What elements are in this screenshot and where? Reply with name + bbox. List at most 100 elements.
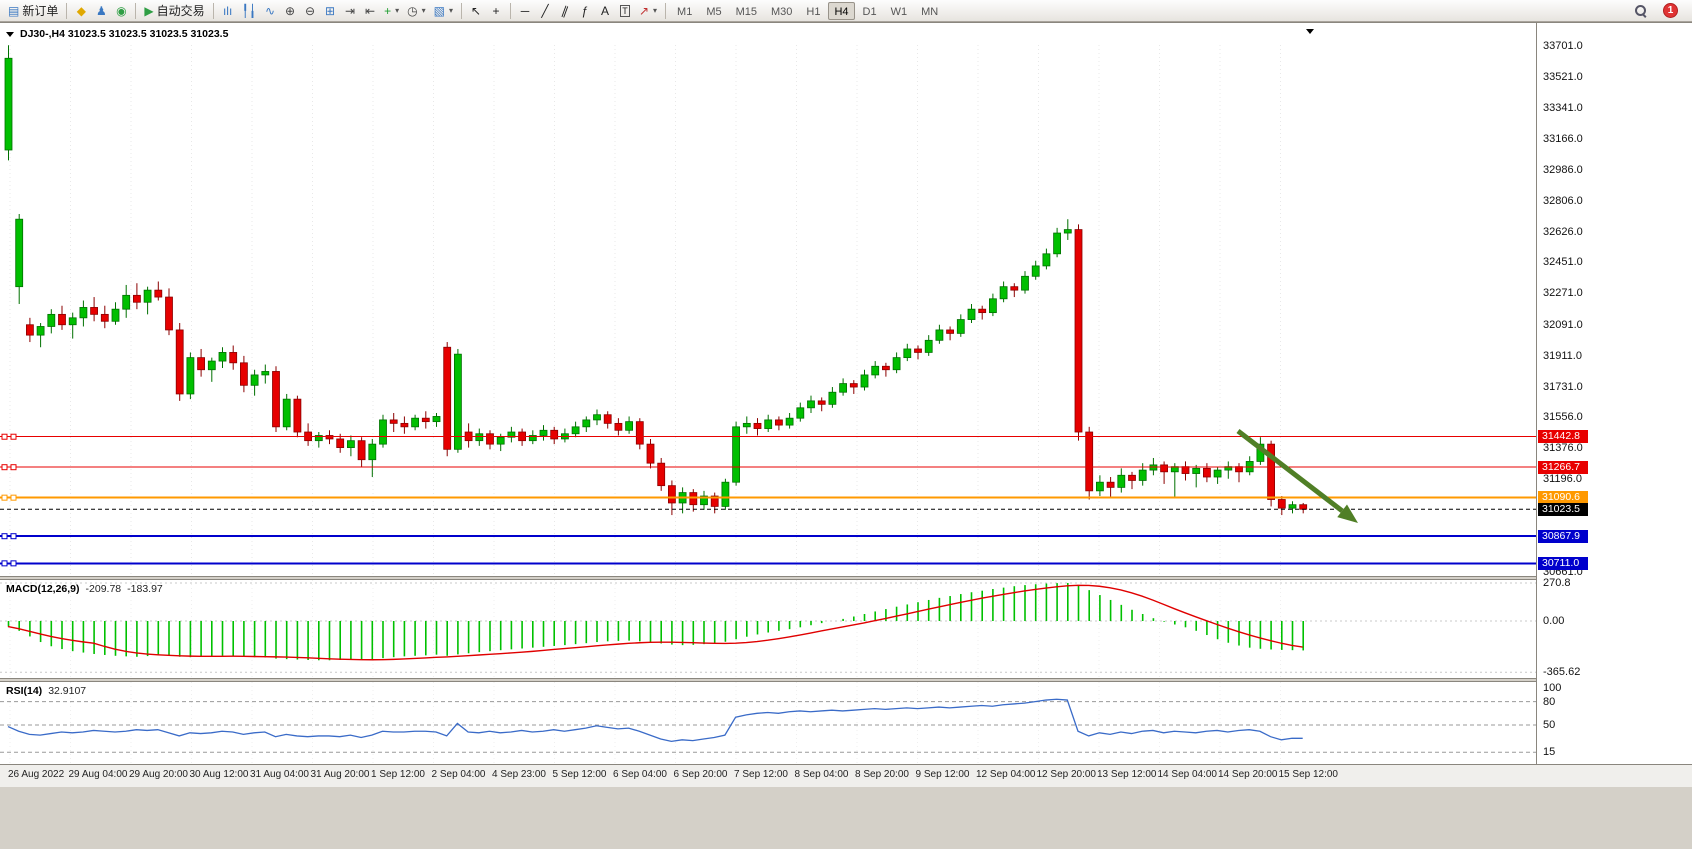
trend-arrow-annotation[interactable]	[1236, 429, 1358, 523]
label-button[interactable]: T	[615, 1, 635, 21]
new-order-button[interactable]: ▤ 新订单	[4, 1, 62, 21]
main-chart-canvas[interactable]	[0, 23, 1536, 576]
candle	[935, 329, 944, 341]
candle	[710, 495, 719, 507]
rsi-canvas[interactable]	[0, 682, 1536, 764]
candle	[1160, 464, 1168, 473]
candle	[668, 485, 676, 504]
candle	[443, 346, 452, 450]
candle	[58, 313, 66, 326]
candle	[400, 422, 409, 428]
arrow-tool-icon: ↗	[638, 3, 650, 18]
periods-button[interactable]: ◷ ▾	[403, 1, 430, 21]
timeframe-m5[interactable]: M5	[706, 5, 722, 18]
price-axis-label: 32451.0	[1543, 256, 1583, 269]
price-axis[interactable]: 33701.0 33521.0 33341.0 33166.0 32986.0 32806…	[1536, 23, 1692, 764]
search-button[interactable]	[1631, 1, 1651, 21]
fibonacci-button[interactable]: ƒ	[575, 1, 595, 21]
price-axis-label: 33701.0	[1543, 40, 1583, 52]
level-line-30867.9[interactable]	[0, 533, 1536, 540]
timeframe-w1[interactable]: W1	[890, 5, 908, 18]
candle	[657, 462, 666, 487]
candle	[1010, 286, 1019, 291]
timeframe-h1[interactable]: H1	[806, 5, 821, 18]
data-window-button[interactable]: ♟	[91, 1, 111, 21]
time-axis-label: 4 Sep 23:00	[492, 769, 546, 780]
level-line-30711.0[interactable]	[0, 560, 1536, 567]
candle	[999, 286, 1008, 300]
time-axis-label: 8 Sep 20:00	[855, 769, 909, 780]
candle	[1096, 481, 1104, 492]
auto-trading-button[interactable]: ▶ 自动交易	[140, 1, 208, 21]
time-axis-label: 12 Sep 20:00	[1036, 769, 1097, 780]
navigator-button[interactable]: ◉	[111, 1, 131, 21]
trendline-button[interactable]: ╱	[535, 1, 555, 21]
candle	[871, 365, 880, 376]
level-line-31266.7[interactable]	[0, 464, 1536, 471]
candles-layer	[4, 45, 1308, 516]
indicators-icon: +	[384, 3, 392, 18]
candle	[817, 400, 826, 405]
level-line-31090.6[interactable]	[0, 494, 1536, 501]
candlestick-chart-button[interactable]: ╿╽	[238, 1, 260, 21]
candle	[1267, 443, 1275, 500]
channel-icon: ∥	[559, 2, 571, 19]
candle	[36, 326, 45, 336]
candle	[1203, 467, 1211, 478]
candle	[411, 417, 420, 428]
time-axis-label: 5 Sep 12:00	[552, 769, 607, 780]
candle	[732, 426, 740, 483]
tile-windows-button[interactable]: ⊞	[320, 1, 340, 21]
candle	[1085, 431, 1094, 492]
market-watch-button[interactable]: ◆	[71, 1, 91, 21]
timeframe-d1[interactable]: D1	[862, 5, 877, 18]
timeframe-m15[interactable]: M15	[735, 5, 757, 18]
macd-canvas[interactable]	[0, 580, 1536, 678]
candle	[432, 416, 441, 423]
search-icon	[1635, 4, 1647, 17]
rsi-value: 32.9107	[48, 685, 87, 697]
candle	[47, 313, 56, 327]
macd-histogram	[7, 582, 1304, 661]
scroll-to-end-icon[interactable]	[1306, 29, 1314, 34]
candle	[368, 443, 377, 461]
zoom-out-icon: ⊖	[305, 3, 316, 18]
chart-shift-button[interactable]: ⇤	[360, 1, 380, 21]
candle	[186, 357, 195, 395]
crosshair-button[interactable]: +	[486, 1, 506, 21]
time-axis[interactable]: 26 Aug 2022 29 Aug 04:00 29 Aug 20:00 30 Au…	[0, 764, 1692, 787]
arrows-button[interactable]: ↗ ▾	[635, 1, 661, 21]
price-axis-label: 31556.0	[1543, 411, 1583, 424]
time-axis-label: 31 Aug 04:00	[250, 769, 309, 780]
panel-separator[interactable]	[0, 576, 1692, 580]
notification-badge[interactable]: 1	[1663, 3, 1678, 18]
templates-button[interactable]: ▧ ▾	[430, 1, 457, 21]
candle	[379, 419, 387, 445]
line-chart-button[interactable]: ∿	[260, 1, 280, 21]
timeframe-m30[interactable]: M30	[771, 5, 793, 18]
market-watch-icon: ◆	[76, 3, 86, 18]
auto-scroll-button[interactable]: ⇥	[340, 1, 360, 21]
bar-chart-button[interactable]: ılı	[218, 1, 238, 21]
candle	[1031, 265, 1040, 277]
cursor-button[interactable]: ↖	[466, 1, 486, 21]
candle	[486, 433, 494, 445]
candle	[539, 429, 548, 436]
horizontal-line-button[interactable]: ─	[515, 1, 535, 21]
timeframe-m1[interactable]: M1	[677, 5, 693, 18]
timeframe-h4[interactable]: H4	[828, 1, 855, 20]
candle	[978, 308, 987, 314]
symbol-dropdown-icon[interactable]	[6, 31, 14, 37]
zoom-out-button[interactable]: ⊖	[300, 1, 320, 21]
level-line-31442.8[interactable]	[0, 433, 1536, 440]
indicators-button[interactable]: + ▾	[380, 1, 403, 21]
candle	[1042, 253, 1051, 267]
channel-button[interactable]: ∥	[555, 1, 575, 21]
candle	[603, 414, 612, 424]
candle	[1128, 474, 1136, 481]
time-axis-label: 9 Sep 12:00	[915, 769, 970, 780]
text-button[interactable]: A	[595, 1, 615, 21]
zoom-in-button[interactable]: ⊕	[280, 1, 300, 21]
panel-separator[interactable]	[0, 678, 1692, 682]
timeframe-mn[interactable]: MN	[921, 5, 939, 18]
